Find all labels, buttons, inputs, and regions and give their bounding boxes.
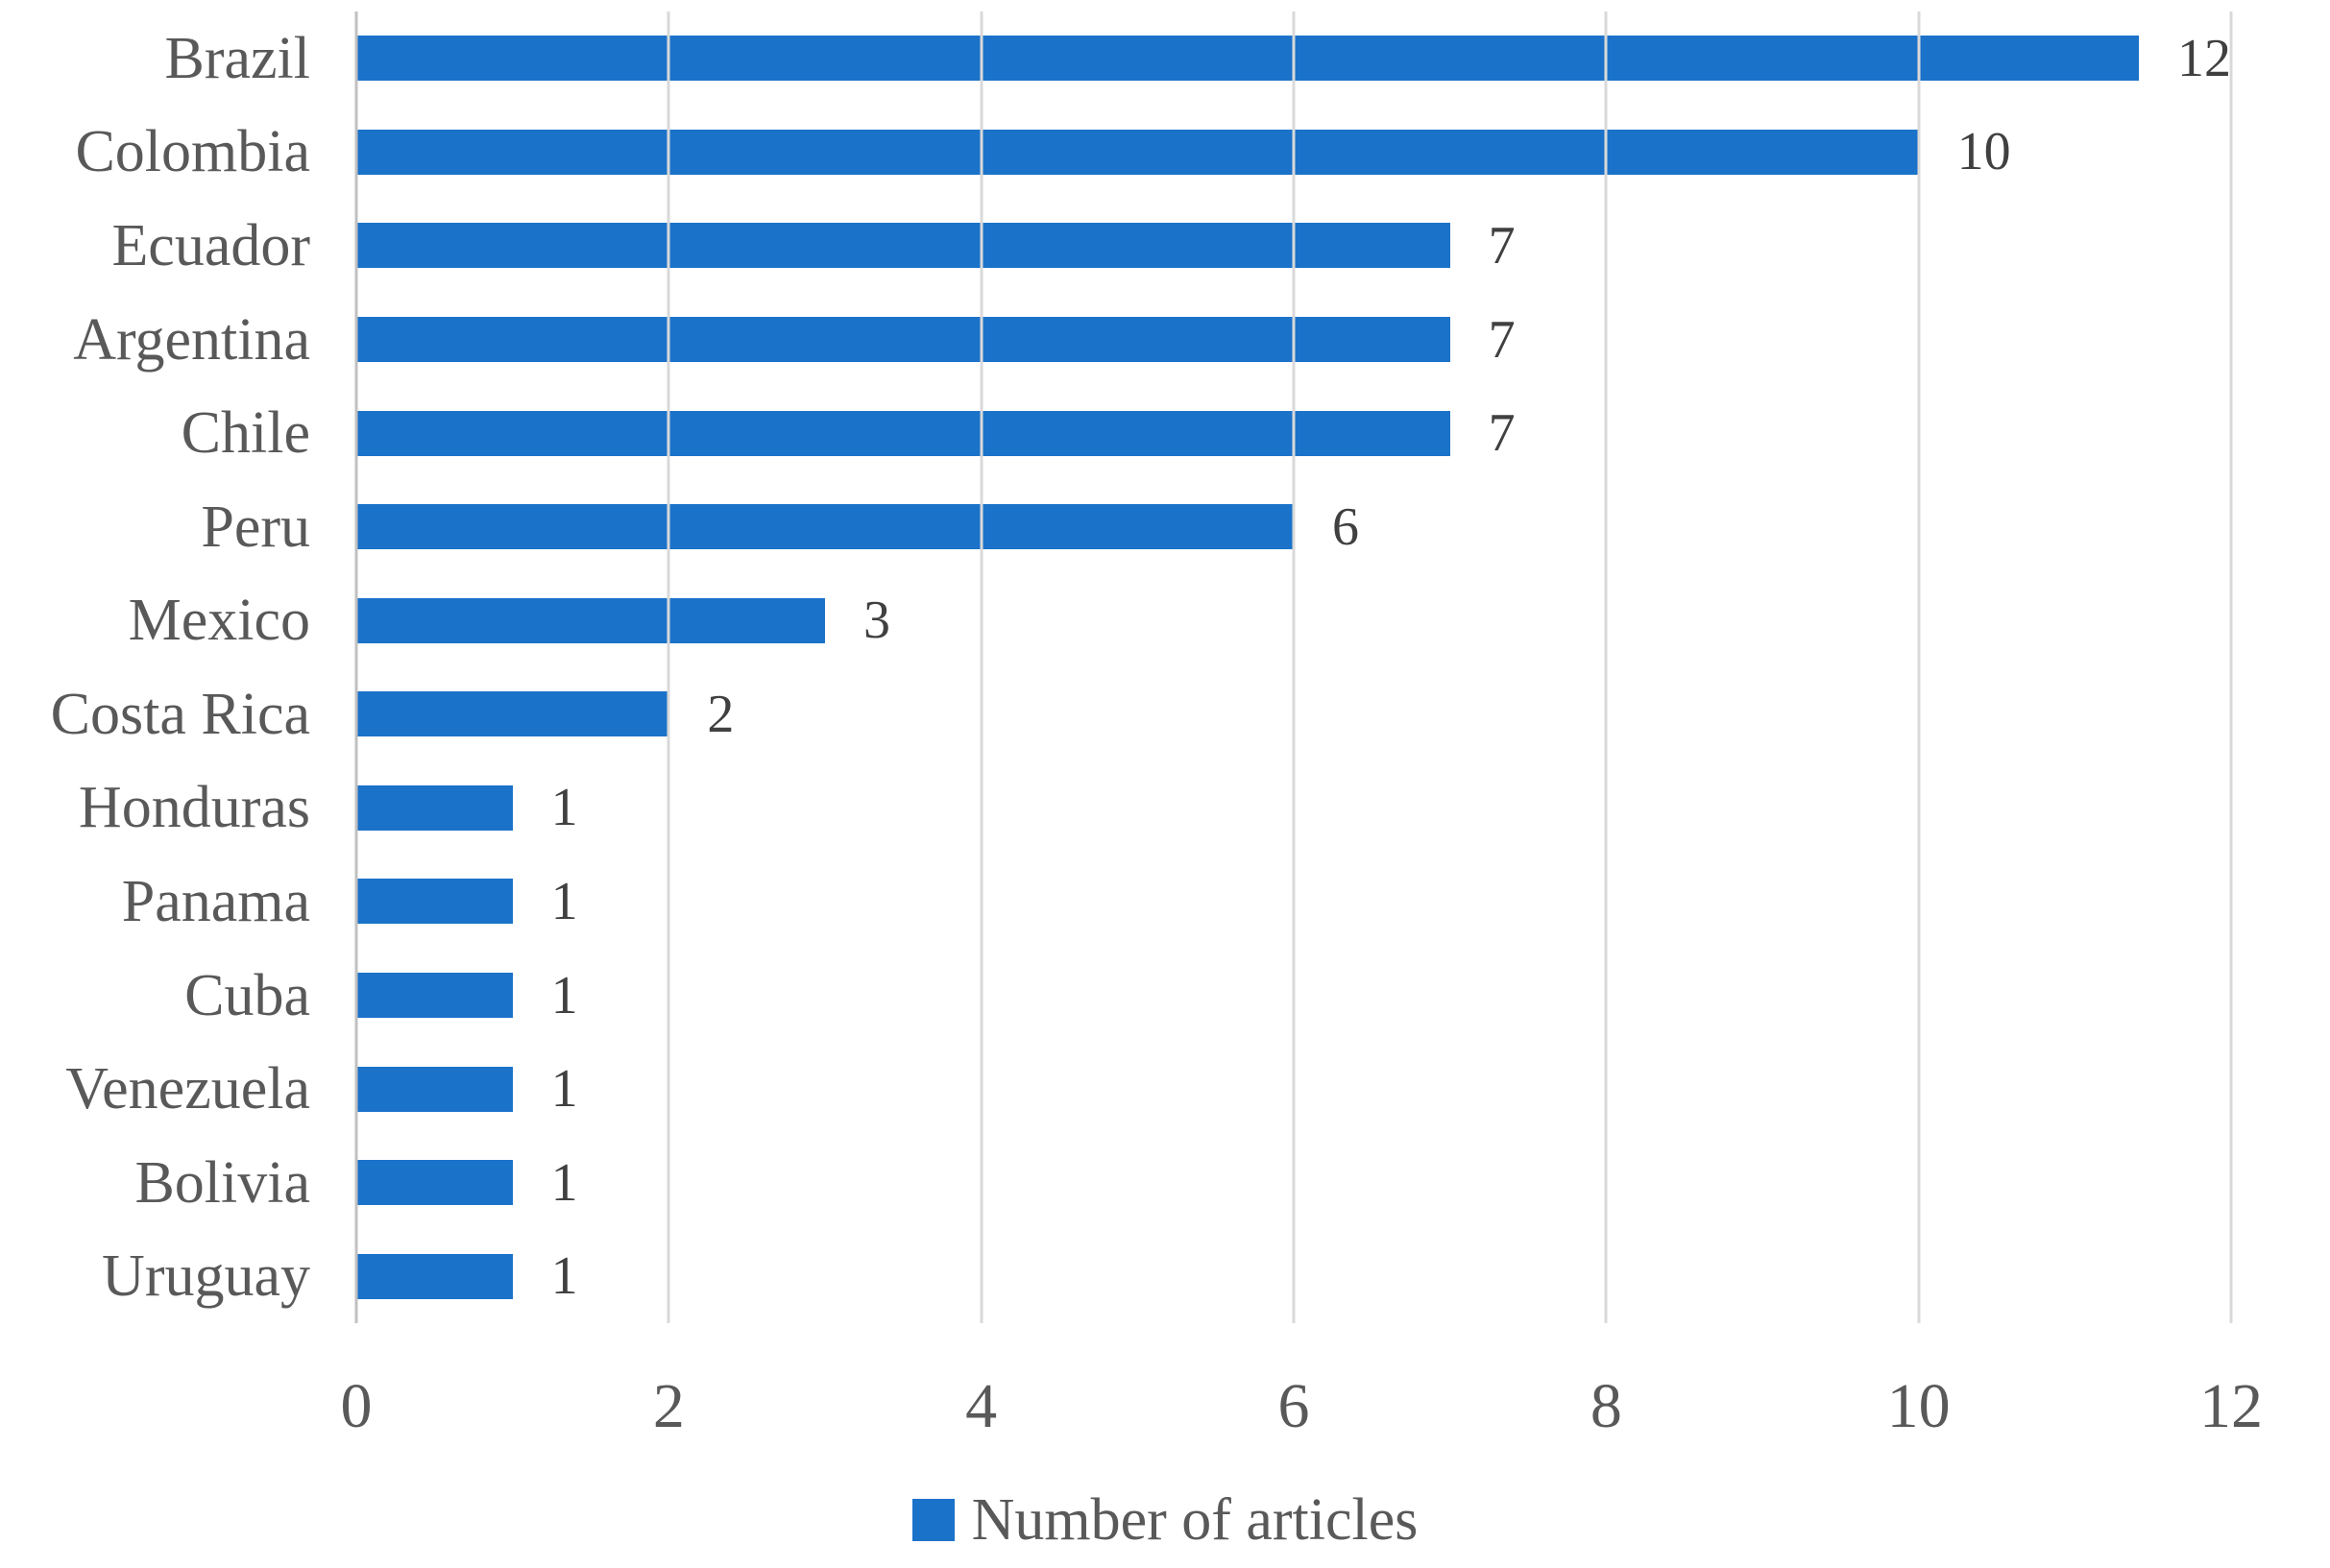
category-label: Peru: [201, 494, 310, 560]
x-tick-label: 6: [1277, 1371, 1310, 1441]
value-label: 7: [1488, 403, 1516, 464]
value-label: 1: [550, 965, 578, 1025]
x-tick-label: 10: [1886, 1371, 1951, 1441]
category-label: Chile: [181, 400, 310, 467]
legend-label: Number of articles: [971, 1487, 1419, 1553]
x-tick-label: 4: [965, 1371, 998, 1441]
value-label: 1: [550, 778, 578, 838]
category-label: Honduras: [78, 775, 310, 841]
bar-row: 3: [356, 573, 2231, 667]
bar-chile: [356, 410, 1450, 456]
category-label: Cuba: [184, 962, 310, 1028]
bar-peru: [356, 504, 1294, 550]
y-axis-category-labels: Brazil Colombia Ecuador Argentina Chile Peru M…: [0, 12, 310, 1323]
gridline-x-8: [1604, 12, 1608, 1323]
bar-row: 7: [356, 386, 2231, 480]
bar-argentina: [356, 317, 1450, 363]
bar-row: 10: [356, 106, 2231, 200]
value-label: 1: [550, 1246, 578, 1307]
x-tick-label: 0: [340, 1371, 373, 1441]
x-tick-label: 12: [2199, 1371, 2263, 1441]
bar-row: 1: [356, 949, 2231, 1043]
bar-costa-rica: [356, 691, 669, 737]
value-label: 7: [1488, 309, 1516, 370]
category-label: Uruguay: [102, 1243, 310, 1310]
value-label: 1: [550, 1059, 578, 1120]
value-label: 6: [1332, 496, 1359, 557]
value-label: 1: [550, 1152, 578, 1213]
x-tick-label: 2: [652, 1371, 685, 1441]
value-label: 3: [863, 591, 890, 651]
category-label: Venezuela: [65, 1056, 310, 1122]
gridline-x-6: [1292, 12, 1296, 1323]
value-label: 1: [550, 871, 578, 931]
bar-row: 1: [356, 855, 2231, 949]
bar-row: 1: [356, 1230, 2231, 1324]
category-label: Panama: [121, 868, 310, 934]
bar-row: 1: [356, 1136, 2231, 1230]
y-axis-line: [354, 12, 358, 1323]
gridline-x-10: [1917, 12, 1921, 1323]
x-axis-tick-labels: 0 2 4 6 8 10 12: [341, 1371, 2264, 1461]
category-label: Ecuador: [111, 212, 310, 278]
value-label: 7: [1488, 215, 1516, 276]
gridline-x-2: [667, 12, 670, 1323]
category-label: Bolivia: [134, 1149, 310, 1216]
bar-mexico: [356, 597, 825, 643]
legend-swatch-icon: [911, 1499, 955, 1541]
value-label: 10: [1956, 122, 2011, 182]
bar-row: 1: [356, 1042, 2231, 1136]
bar-cuba: [356, 973, 513, 1019]
bar-row: 6: [356, 480, 2231, 574]
bar-row: 7: [356, 199, 2231, 293]
category-label: Colombia: [75, 119, 310, 185]
bar-uruguay: [356, 1253, 513, 1299]
bar-row: 1: [356, 761, 2231, 856]
gridline-x-4: [980, 12, 983, 1323]
bar-ecuador: [356, 223, 1450, 269]
bar-row: 2: [356, 667, 2231, 761]
value-label: 12: [2177, 28, 2231, 88]
bar-venezuela: [356, 1066, 513, 1112]
x-tick-label: 8: [1590, 1371, 1622, 1441]
bar-bolivia: [356, 1160, 513, 1206]
chart-legend: Number of articles: [0, 1490, 2330, 1550]
category-label: Brazil: [164, 25, 311, 91]
bar-row: 7: [356, 293, 2231, 387]
bar-rows: 12 10 7 7 7 6 3 2 1 1 1 1 1 1: [356, 12, 2231, 1323]
bar-colombia: [356, 129, 1919, 175]
category-label: Argentina: [73, 306, 310, 373]
category-label: Costa Rica: [50, 681, 310, 747]
bar-panama: [356, 879, 513, 925]
bar-honduras: [356, 784, 513, 831]
gridline-x-12: [2229, 12, 2233, 1323]
bar-brazil: [356, 36, 2139, 82]
value-label: 2: [707, 684, 735, 744]
bar-row: 12: [356, 12, 2231, 106]
category-label: Mexico: [128, 588, 310, 654]
plot-area: 12 10 7 7 7 6 3 2 1 1 1 1 1 1: [354, 12, 2233, 1323]
